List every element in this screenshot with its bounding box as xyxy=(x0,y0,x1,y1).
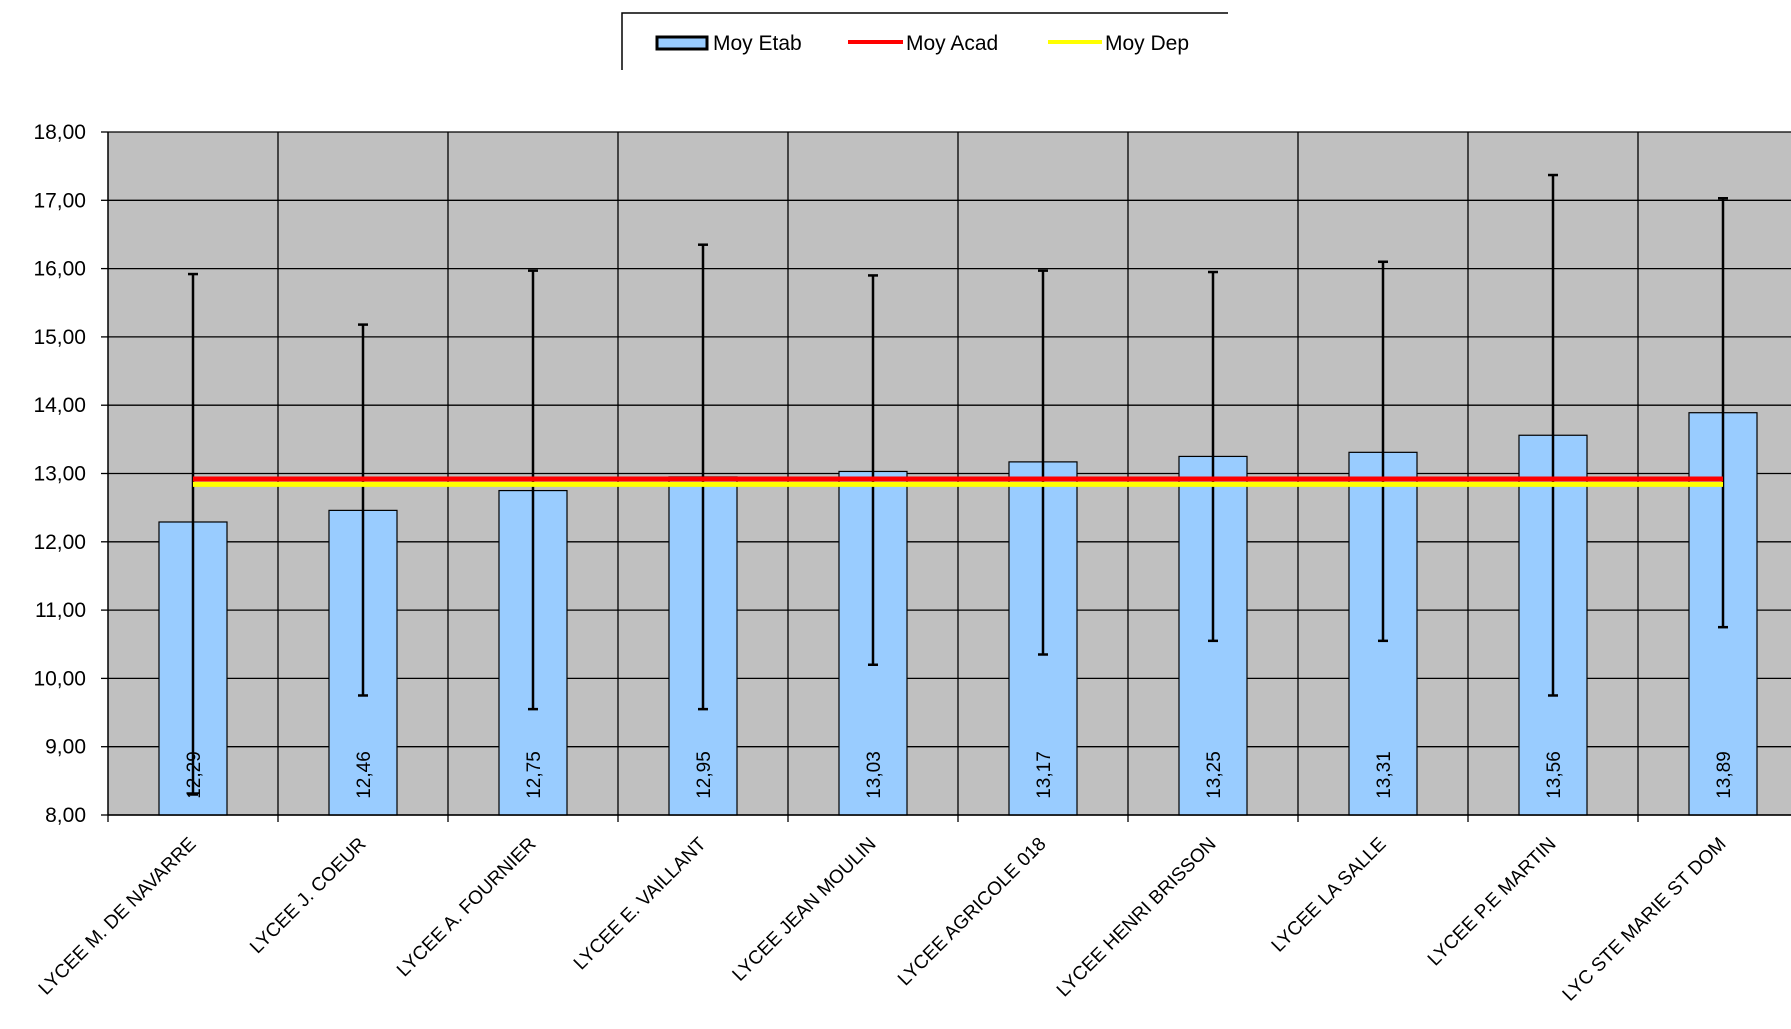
data-labels: 12,29 12,46 12,75 12,95 13,03 13,17 13,25 13,31… xyxy=(184,751,1735,799)
data-label: 13,56 xyxy=(1544,751,1565,799)
legend: Moy Etab Moy Acad Moy Dep xyxy=(621,12,1228,70)
y-tick-label: 13,00 xyxy=(33,463,86,486)
y-tick-label: 12,00 xyxy=(33,531,86,554)
category-label: LYC STE MARIE ST DOM xyxy=(1559,834,1731,1006)
data-label: 12,75 xyxy=(524,751,545,799)
category-label: LYCEE M. DE NAVARRE xyxy=(35,834,201,1000)
y-tick-label: 10,00 xyxy=(33,667,86,690)
x-axis: LYCEE M. DE NAVARRE LYCEE J. COEUR LYCEE A… xyxy=(35,814,1791,1006)
category-label: LYCEE LA SALLE xyxy=(1268,834,1391,957)
y-tick-label: 17,00 xyxy=(33,189,86,212)
y-tick-label: 16,00 xyxy=(33,258,86,281)
category-label: LYCEE A. FOURNIER xyxy=(393,834,540,981)
y-tick-label: 9,00 xyxy=(45,736,86,759)
category-label: LYCEE HENRI BRISSON xyxy=(1053,834,1221,1002)
legend-border xyxy=(621,12,1228,70)
category-label: LYCEE JEAN MOULIN xyxy=(729,834,881,986)
data-label: 13,89 xyxy=(1714,751,1735,799)
legend-label-moy-dep: Moy Dep xyxy=(1105,32,1189,55)
data-label: 13,31 xyxy=(1374,751,1395,799)
data-label: 12,95 xyxy=(694,751,715,799)
category-label: LYCEE J. COEUR xyxy=(246,834,370,958)
data-label: 13,03 xyxy=(864,751,885,799)
vertical-gridlines xyxy=(277,132,1639,815)
y-tick-label: 18,00 xyxy=(33,121,86,144)
data-label: 13,25 xyxy=(1204,751,1225,799)
category-label: LYCEE P.E MARTIN xyxy=(1424,834,1561,971)
y-axis: 8,00 9,00 10,00 11,00 12,00 13,00 14,00 15,00 16… xyxy=(33,121,109,827)
data-label: 13,17 xyxy=(1034,751,1055,799)
legend-label-moy-etab: Moy Etab xyxy=(713,32,802,55)
y-tick-label: 15,00 xyxy=(33,326,86,349)
legend-swatch-moy-etab xyxy=(655,35,709,51)
data-label: 12,29 xyxy=(184,751,205,799)
category-label: LYCEE E. VAILLANT xyxy=(570,833,711,974)
data-label: 12,46 xyxy=(354,751,375,799)
error-bars xyxy=(188,173,1728,796)
y-tick-label: 8,00 xyxy=(45,804,86,827)
y-tick-label: 14,00 xyxy=(33,394,86,417)
y-tick-label: 11,00 xyxy=(35,599,86,622)
category-label: LYCEE AGRICOLE 018 xyxy=(894,834,1050,990)
reference-lines xyxy=(193,476,1723,487)
legend-label-moy-acad: Moy Acad xyxy=(906,32,998,55)
